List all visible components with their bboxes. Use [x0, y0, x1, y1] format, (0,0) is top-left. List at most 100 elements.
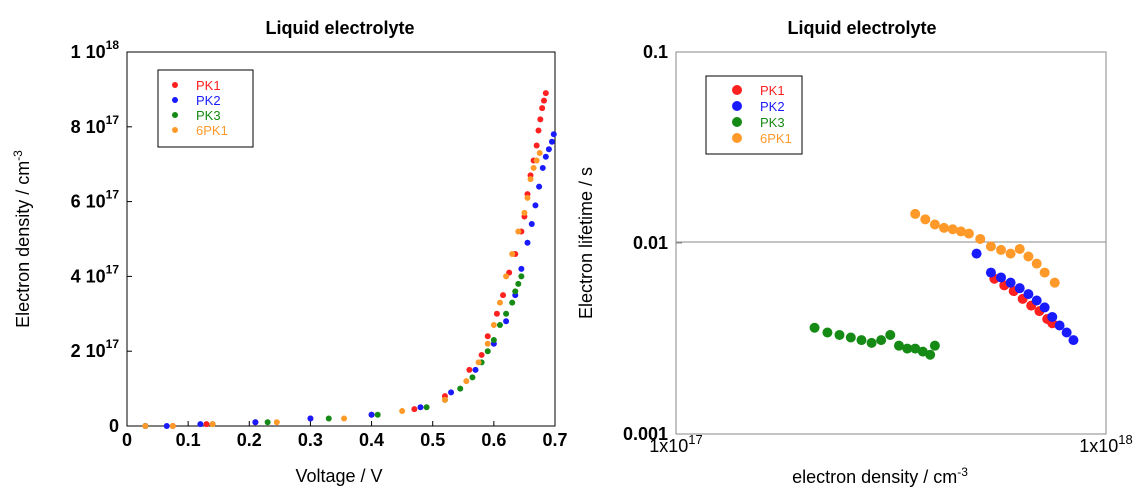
right-x-axis-label-sup: -3 — [957, 465, 968, 479]
right-point-pk3 — [925, 349, 936, 360]
left-point-pk1 — [537, 116, 544, 123]
left-point-pk2 — [197, 421, 204, 428]
right-point-6pk1 — [996, 244, 1007, 255]
right-point-6pk1 — [955, 226, 966, 237]
right-legend-label-pk1: PK1 — [760, 83, 785, 98]
right-legend-marker-pk3 — [732, 117, 742, 127]
right-point-pk2 — [996, 272, 1007, 283]
left-y-axis-label: Electron density / cm-3 — [11, 150, 33, 328]
left-point-pk1 — [466, 366, 473, 373]
right-point-pk2 — [1054, 320, 1065, 331]
right-point-pk2 — [1061, 327, 1072, 338]
left-point-6pk1 — [527, 176, 534, 183]
left-y-tick-label: 4 1017 — [71, 262, 120, 286]
left-y-tick-label: 2 1017 — [71, 337, 120, 361]
left-point-pk3 — [490, 336, 497, 343]
left-point-pk1 — [533, 142, 540, 149]
left-point-6pk1 — [399, 408, 406, 415]
left-point-pk2 — [548, 138, 555, 145]
right-point-pk3 — [822, 327, 833, 338]
left-point-pk2 — [536, 183, 543, 190]
left-y-tick-mantissa: 6 10 — [71, 192, 106, 212]
left-point-6pk1 — [273, 419, 280, 426]
right-point-pk2 — [1039, 302, 1050, 313]
left-y-tick-exponent: 17 — [106, 188, 120, 202]
left-point-6pk1 — [490, 322, 497, 329]
left-point-pk3 — [512, 288, 519, 295]
left-point-6pk1 — [533, 157, 540, 164]
left-point-pk3 — [515, 280, 522, 287]
right-point-pk3 — [876, 335, 887, 346]
left-x-tick-label: 0.6 — [481, 430, 506, 450]
left-legend-marker-6pk1 — [172, 127, 178, 133]
left-point-pk3 — [264, 419, 271, 426]
left-x-tick-label: 0.2 — [237, 430, 262, 450]
left-y-tick-label: 8 1017 — [71, 113, 120, 137]
left-legend-marker-pk2 — [172, 97, 178, 103]
left-x-tick-label: 0.5 — [420, 430, 445, 450]
left-point-pk2 — [417, 404, 424, 411]
right-point-6pk1 — [920, 214, 931, 225]
left-point-pk1 — [535, 127, 542, 134]
left-point-pk2 — [542, 153, 549, 160]
right-legend-label-pk2: PK2 — [760, 99, 785, 114]
left-point-6pk1 — [503, 273, 510, 280]
left-point-6pk1 — [341, 415, 348, 422]
left-point-pk2 — [503, 318, 510, 325]
right-point-6pk1 — [938, 222, 949, 233]
left-point-pk3 — [496, 322, 503, 329]
right-legend-label-pk3: PK3 — [760, 115, 785, 130]
right-point-6pk1 — [1049, 277, 1060, 288]
left-y-tick-label: 1 1018 — [71, 38, 120, 62]
left-legend-label-6pk1: 6PK1 — [196, 123, 228, 138]
left-point-pk2 — [518, 265, 525, 272]
left-point-6pk1 — [463, 378, 470, 385]
left-point-pk3 — [503, 310, 510, 317]
left-point-pk1 — [203, 421, 210, 428]
right-point-pk3 — [834, 329, 845, 340]
left-legend-marker-pk1 — [172, 82, 178, 88]
left-point-6pk1 — [142, 423, 149, 429]
left-point-pk1 — [540, 97, 547, 104]
left-point-pk2 — [532, 202, 539, 209]
left-x-tick-label: 0.4 — [359, 430, 384, 450]
right-point-pk3 — [902, 343, 913, 354]
right-y-tick-label: 0.01 — [633, 233, 668, 253]
left-x-tick-label: 0 — [122, 430, 132, 450]
left-point-pk3 — [374, 411, 381, 418]
left-data-points — [142, 90, 557, 429]
left-point-6pk1 — [496, 299, 503, 306]
left-point-pk2 — [545, 146, 552, 153]
left-point-pk2 — [528, 221, 535, 228]
left-point-pk2 — [524, 239, 531, 246]
left-point-pk1 — [500, 292, 507, 299]
right-point-pk2 — [1047, 311, 1058, 322]
right-point-pk3 — [866, 337, 877, 348]
right-data-points — [809, 208, 1079, 360]
right-y-axis-label: Electron lifetime / s — [576, 167, 596, 319]
left-point-pk2 — [368, 411, 375, 418]
right-x-tick-label: 1x1018 — [1079, 432, 1133, 456]
right-point-6pk1 — [1039, 267, 1050, 278]
left-point-pk3 — [423, 404, 430, 411]
left-point-pk3 — [469, 374, 476, 381]
left-point-pk2 — [252, 419, 259, 426]
left-y-tick-mantissa: 2 10 — [71, 341, 106, 361]
left-point-pk3 — [457, 385, 464, 392]
left-legend-label-pk1: PK1 — [196, 78, 221, 93]
left-point-6pk1 — [441, 396, 448, 403]
right-point-pk3 — [809, 322, 820, 333]
left-y-tick-exponent: 17 — [106, 337, 120, 351]
left-y-tick-label: 6 1017 — [71, 188, 120, 212]
left-point-pk2 — [163, 423, 170, 429]
left-point-6pk1 — [475, 359, 482, 366]
left-point-pk1 — [542, 90, 549, 97]
right-point-6pk1 — [910, 208, 921, 219]
left-point-6pk1 — [524, 194, 531, 201]
left-chart: Liquid electrolyte 0 0.1 0.2 0.3 0.4 0.5 0.6 0.… — [11, 18, 568, 486]
right-point-6pk1 — [1005, 248, 1016, 259]
